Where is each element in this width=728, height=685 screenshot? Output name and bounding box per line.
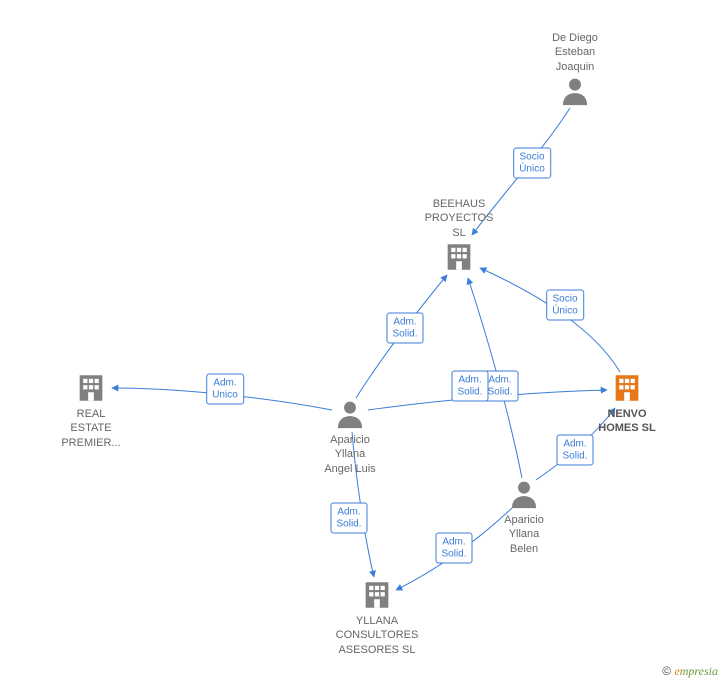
- node-yllana[interactable]: YLLANACONSULTORESASESORES SL: [322, 578, 432, 657]
- node-real[interactable]: REALESTATEPREMIER...: [36, 371, 146, 450]
- node-belen-label-line: Aparicio: [469, 513, 579, 527]
- node-aparicio-label-line: Angel Luis: [295, 462, 405, 476]
- node-yllana-label-line: YLLANA: [322, 614, 432, 628]
- node-beehaus-label: BEEHAUSPROYECTOSSL: [404, 197, 514, 240]
- edge-label-aparicio-nenvo: Adm. Solid.: [451, 371, 488, 402]
- node-belen-label-line: Belen: [469, 542, 579, 556]
- node-aparicio-label-line: Aparicio: [295, 433, 405, 447]
- network-diagram: { "diagram": { "type": "network", "width…: [0, 0, 728, 685]
- node-real-label-line: PREMIER...: [36, 436, 146, 450]
- node-dediego[interactable]: De DiegoEstebanJoaquin: [520, 29, 630, 108]
- edge-label-aparicio-beehaus: Adm. Solid.: [386, 313, 423, 344]
- edge-label-belen-yllana: Adm. Solid.: [435, 533, 472, 564]
- edge-label-nenvo-beehaus: Socio Único: [546, 290, 584, 321]
- copyright-symbol: ©: [662, 664, 671, 678]
- node-beehaus-label-line: PROYECTOS: [404, 211, 514, 225]
- node-real-label: REALESTATEPREMIER...: [36, 407, 146, 450]
- person-icon: [520, 74, 630, 108]
- company-icon: [36, 371, 146, 405]
- company-icon: [572, 371, 682, 405]
- node-belen[interactable]: AparicioYllanaBelen: [469, 477, 579, 556]
- node-dediego-label-line: Esteban: [520, 45, 630, 59]
- node-aparicio-label-line: Yllana: [295, 447, 405, 461]
- node-nenvo-label-line: NENVO: [572, 407, 682, 421]
- node-yllana-label-line: ASESORES SL: [322, 643, 432, 657]
- node-beehaus-label-line: SL: [404, 226, 514, 240]
- person-icon: [295, 397, 405, 431]
- node-dediego-label: De DiegoEstebanJoaquin: [520, 31, 630, 74]
- copyright-footer: © empresia: [662, 664, 718, 679]
- node-dediego-label-line: Joaquin: [520, 60, 630, 74]
- node-nenvo-label: NENVOHOMES SL: [572, 407, 682, 436]
- company-icon: [404, 240, 514, 274]
- node-dediego-label-line: De Diego: [520, 31, 630, 45]
- node-nenvo[interactable]: NENVOHOMES SL: [572, 371, 682, 436]
- brand-logo: empresia: [674, 664, 718, 678]
- edge-label-dediego-beehaus: Socio Único: [513, 148, 551, 179]
- node-yllana-label: YLLANACONSULTORESASESORES SL: [322, 614, 432, 657]
- node-real-label-line: REAL: [36, 407, 146, 421]
- node-aparicio-label: AparicioYllanaAngel Luis: [295, 433, 405, 476]
- edge-label-aparicio-yllana: Adm. Solid.: [330, 503, 367, 534]
- node-beehaus[interactable]: BEEHAUSPROYECTOSSL: [404, 195, 514, 274]
- node-belen-label-line: Yllana: [469, 527, 579, 541]
- company-icon: [322, 578, 432, 612]
- person-icon: [469, 477, 579, 511]
- node-nenvo-label-line: HOMES SL: [572, 421, 682, 435]
- edge-label-aparicio-real: Adm. Unico: [206, 374, 244, 405]
- node-beehaus-label-line: BEEHAUS: [404, 197, 514, 211]
- node-belen-label: AparicioYllanaBelen: [469, 513, 579, 556]
- node-yllana-label-line: CONSULTORES: [322, 628, 432, 642]
- node-real-label-line: ESTATE: [36, 421, 146, 435]
- node-aparicio[interactable]: AparicioYllanaAngel Luis: [295, 397, 405, 476]
- edge-label-belen-nenvo: Adm. Solid.: [556, 435, 593, 466]
